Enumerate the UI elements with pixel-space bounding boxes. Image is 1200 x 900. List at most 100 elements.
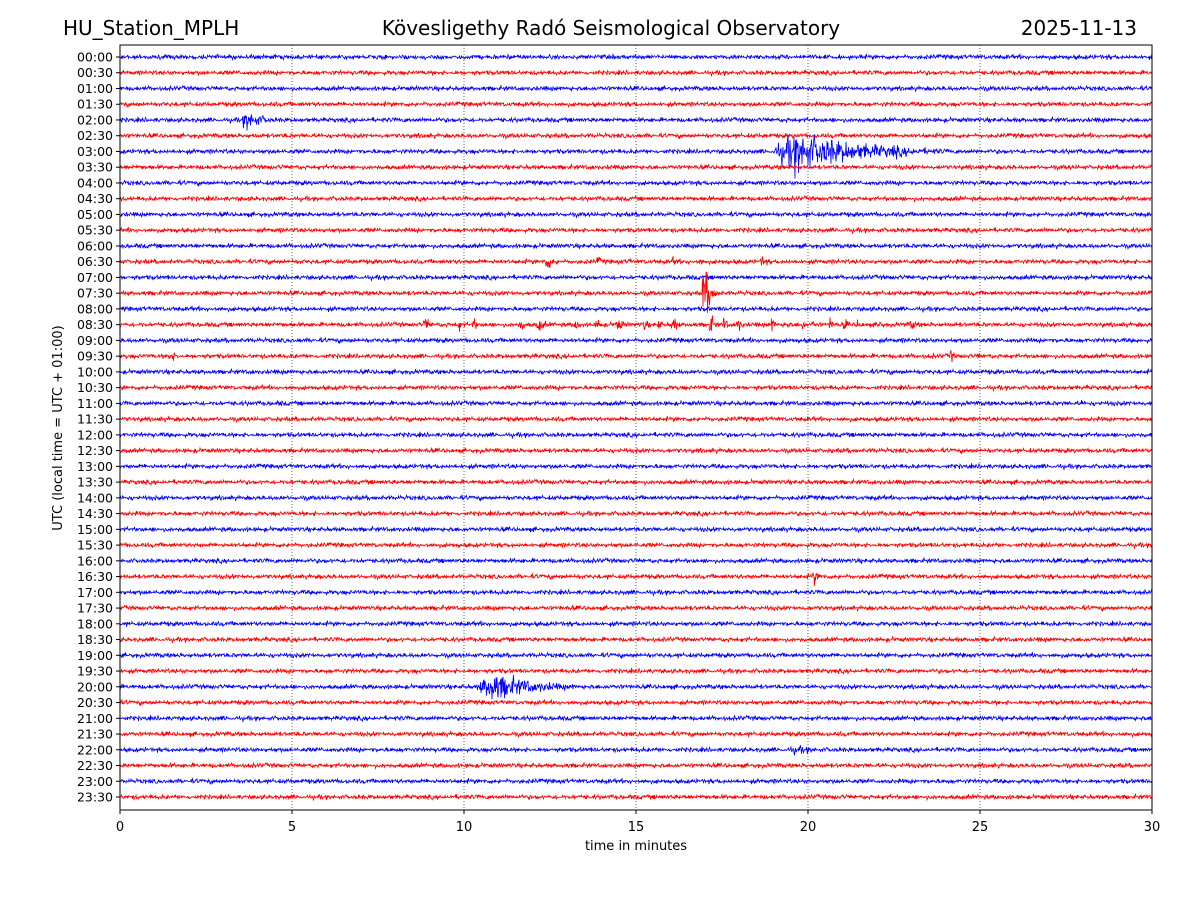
trace-1130 [119,415,1153,424]
y-tick-label: 03:30 [77,160,113,175]
y-axis-label: UTC (local time = UTC + 01:00) [51,325,66,530]
y-tick-label: 09:30 [77,349,113,364]
y-tick-label: 23:00 [77,774,113,789]
y-tick-label: 07:00 [77,270,113,285]
trace-0030 [119,68,1153,78]
y-tick-label: 01:00 [77,81,113,96]
y-tick-label: 05:00 [77,207,113,222]
x-tick-label: 10 [456,820,473,835]
trace-1300 [119,462,1152,471]
trace-1530 [119,541,1153,550]
x-tick-label: 20 [800,820,817,835]
y-tick-label: 11:30 [77,412,113,427]
y-tick-label: 19:00 [77,648,113,663]
trace-1630 [119,572,1153,587]
trace-0330 [119,163,1153,172]
trace-1430 [119,509,1153,519]
trace-1030 [119,383,1153,393]
y-tick-label: 18:30 [77,632,113,647]
trace-1700 [119,588,1153,597]
trace-1900 [119,651,1153,660]
x-tick-label: 15 [628,820,645,835]
trace-0130 [119,100,1153,109]
trace-0630 [119,256,1153,269]
trace-2330 [119,792,1153,802]
y-tick-label: 12:30 [77,443,113,458]
trace-2230 [119,761,1153,770]
trace-0830 [119,315,1153,332]
trace-1000 [119,367,1153,377]
x-tick-label: 25 [972,820,989,835]
y-tick-label: 23:30 [77,790,113,805]
y-tick-label: 06:00 [77,238,113,253]
trace-1100 [119,399,1153,408]
y-tick-label: 08:30 [77,317,113,332]
y-tick-label: 15:30 [77,538,113,553]
y-tick-label: 13:30 [77,475,113,490]
y-tick-label: 08:00 [77,301,113,316]
y-tick-label: 00:30 [77,65,113,80]
y-tick-label: 09:00 [77,333,113,348]
trace-0730 [119,271,1153,314]
y-tick-label: 10:00 [77,364,113,379]
trace-2100 [119,714,1152,723]
trace-1200 [119,431,1153,440]
trace-0500 [119,210,1153,219]
y-tick-label: 15:00 [77,522,113,537]
y-tick-label: 21:00 [77,711,113,726]
y-tick-label: 19:30 [77,664,113,679]
trace-0930 [119,349,1153,363]
y-tick-label: 18:00 [77,616,113,631]
trace-2200 [119,744,1152,756]
trace-0800 [119,304,1153,314]
y-tick-label: 17:00 [77,585,113,600]
y-tick-label: 20:00 [77,679,113,694]
trace-1230 [119,446,1153,455]
trace-0000 [119,52,1153,62]
y-tick-label: 14:00 [77,490,113,505]
y-tick-label: 03:00 [77,144,113,159]
station-label: HU_Station_MPLH [63,16,240,40]
trace-0600 [119,241,1153,251]
y-tick-label: 10:30 [77,380,113,395]
y-tick-label: 16:00 [77,553,113,568]
y-tick-label: 22:00 [77,742,113,757]
y-tick-label: 07:30 [77,286,113,301]
y-tick-label: 02:00 [77,112,113,127]
y-tick-label: 12:00 [77,427,113,442]
y-tick-label: 17:30 [77,601,113,616]
y-tick-label: 14:30 [77,506,113,521]
y-tick-label: 01:30 [77,97,113,112]
trace-0200 [119,114,1153,131]
y-tick-label: 22:30 [77,758,113,773]
trace-1500 [119,525,1153,534]
trace-0300 [119,134,1153,179]
y-tick-label: 00:00 [77,50,113,65]
trace-1930 [119,667,1153,676]
y-tick-label: 16:30 [77,569,113,584]
trace-1730 [119,603,1153,613]
trace-2000 [119,675,1152,700]
trace-0400 [119,178,1153,188]
trace-1800 [119,619,1153,628]
trace-1330 [119,478,1153,487]
x-tick-label: 5 [288,820,296,835]
y-tick-label: 04:30 [77,191,113,206]
trace-0100 [119,84,1153,93]
x-tick-label: 30 [1144,820,1161,835]
y-tick-label: 21:30 [77,727,113,742]
trace-1830 [119,635,1153,644]
trace-0430 [119,194,1153,204]
y-tick-label: 13:00 [77,459,113,474]
trace-1600 [119,556,1153,565]
x-axis-label: time in minutes [585,839,687,854]
trace-0700 [119,273,1153,282]
trace-1400 [119,493,1153,503]
trace-0900 [119,336,1153,345]
trace-2300 [119,777,1153,786]
y-tick-label: 06:30 [77,254,113,269]
y-tick-label: 04:00 [77,175,113,190]
x-tick-label: 0 [116,820,124,835]
